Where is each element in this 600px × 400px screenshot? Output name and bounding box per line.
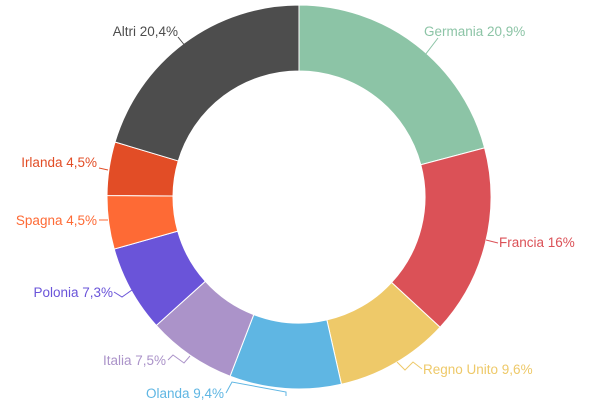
leader-line (417, 37, 439, 63)
data-labels: Germania 20,9% Francia 16% Regno Unito 9,6… (16, 24, 575, 400)
leader-line (485, 239, 499, 244)
chart-slices (106, 4, 492, 390)
leader-line (113, 289, 133, 298)
slice-altri[interactable] (114, 4, 300, 162)
data-label-altri: Altri 20,4% (113, 24, 178, 39)
leader-line (167, 354, 191, 364)
label-leader-lines (98, 36, 499, 396)
leader-line (225, 381, 287, 396)
leader-line (396, 361, 423, 371)
leader-line (98, 167, 109, 171)
data-label-polonia: Polonia 7,3% (33, 285, 113, 300)
data-label-regno-unito: Regno Unito 9,6% (423, 362, 533, 377)
data-label-irlanda: Irlanda 4,5% (21, 155, 97, 170)
data-label-germania: Germania 20,9% (424, 24, 525, 39)
leader-line (177, 36, 187, 48)
data-label-italia: Italia 7,5% (103, 353, 166, 368)
data-label-spagna: Spagna 4,5% (16, 213, 97, 228)
data-label-olanda: Olanda 9,4% (146, 386, 224, 400)
data-label-francia: Francia 16% (499, 235, 575, 250)
